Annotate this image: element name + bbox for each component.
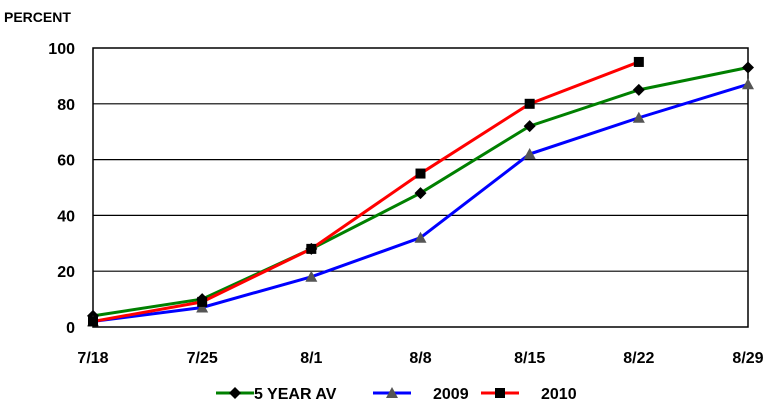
x-tick-label: 8/22 [623, 350, 654, 367]
series-2010 [88, 56, 644, 327]
legend-label: 2009 [433, 386, 469, 403]
data-point [524, 98, 535, 109]
legend-marker [386, 387, 398, 398]
data-point [414, 187, 427, 200]
y-tick-label: 40 [57, 208, 75, 225]
legend-label: 5 YEAR AV [254, 386, 337, 403]
legend-label: 2010 [541, 386, 577, 403]
y-tick-label: 80 [57, 97, 75, 114]
series-lines [87, 56, 754, 327]
y-tick-label: 20 [57, 264, 75, 281]
data-point [196, 301, 209, 313]
data-point [197, 296, 208, 307]
legend-entry: 2009 [373, 386, 469, 403]
data-point [632, 111, 645, 123]
series-2009 [87, 78, 754, 327]
x-tick-label: 7/25 [187, 350, 218, 367]
data-point [305, 270, 318, 282]
data-point [523, 148, 536, 160]
legend-entry: 2010 [481, 386, 577, 403]
y-axis-label: PERCENT [4, 9, 71, 25]
series-line [92, 60, 640, 323]
x-tick-labels: 7/18 7/25 8/1 8/8 8/15 8/22 8/29 [77, 350, 763, 367]
x-tick-label: 8/1 [300, 350, 322, 367]
data-point [414, 231, 427, 243]
x-tick-label: 8/15 [514, 350, 545, 367]
y-tick-labels: 0 20 40 60 80 100 [48, 41, 75, 337]
y-tick-label: 0 [66, 320, 75, 337]
data-point [88, 316, 98, 327]
legend-marker [229, 387, 241, 399]
y-tick-label: 60 [57, 153, 75, 170]
legend-entry: 5 YEAR AV [216, 386, 337, 403]
plot-area-frame [92, 47, 749, 328]
y-tick-label: 100 [48, 41, 75, 58]
series-5-year-av [87, 61, 754, 322]
x-tick-label: 8/29 [732, 350, 763, 367]
data-point [415, 168, 426, 179]
x-tick-label: 7/18 [77, 350, 108, 367]
data-point [633, 56, 644, 67]
gridlines [93, 103, 748, 272]
data-point [632, 83, 645, 96]
legend-marker [495, 388, 505, 398]
data-point [742, 78, 754, 90]
x-tick-label: 8/8 [409, 350, 431, 367]
data-point [523, 120, 536, 133]
series-line [92, 82, 749, 323]
legend: 5 YEAR AV 2009 2010 [216, 386, 577, 403]
data-point [742, 61, 754, 74]
data-point [306, 243, 317, 254]
